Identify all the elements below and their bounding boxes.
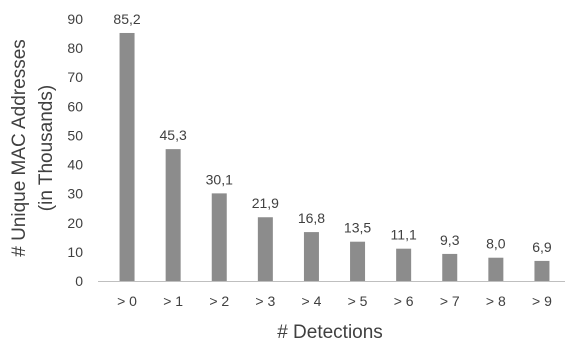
y-axis-title-line1: # Unique MAC Addresses [9,39,30,257]
bar [442,253,458,281]
x-tick-label: > 6 [394,293,414,309]
y-tick-label: 70 [67,69,83,85]
x-tick-label: > 5 [348,293,368,309]
y-tick-label: 0 [75,273,83,289]
y-axis-title-line2: (in Thousands) [36,85,57,211]
bar [488,257,504,281]
y-axis-ticks: 0 10 20 30 40 50 60 70 80 90 [67,11,83,289]
data-labels: 85,2 45,3 30,1 21,9 16,8 13,5 11,1 9,3 8,0 6,9 [113,11,551,255]
data-label: 45,3 [160,127,187,143]
data-label: 85,2 [113,11,140,27]
bar [534,260,550,281]
y-tick-label: 40 [67,157,83,173]
y-tick-label: 30 [67,186,83,202]
x-axis-ticks: > 0 > 1 > 2 > 3 > 4 > 5 > 6 > 7 > 8 > 9 [117,293,552,309]
data-label: 13,5 [344,220,371,236]
x-axis-title: # Detections [277,322,383,343]
data-label: 21,9 [252,195,279,211]
bar [396,248,412,281]
bar [119,32,135,282]
data-label: 16,8 [298,210,325,226]
x-tick-label: > 9 [532,293,552,309]
x-tick-label: > 8 [486,293,506,309]
data-label: 9,3 [440,232,460,248]
x-tick-label: > 1 [163,293,183,309]
y-tick-label: 60 [67,98,83,114]
x-tick-label: > 7 [440,293,460,309]
x-tick-label: > 4 [302,293,322,309]
bars [119,32,550,282]
y-tick-label: 20 [67,215,83,231]
y-tick-label: 10 [67,244,83,260]
data-label: 30,1 [206,171,233,187]
y-tick-label: 80 [67,40,83,56]
x-tick-label: > 0 [117,293,137,309]
bar [303,232,319,281]
y-tick-label: 50 [67,127,83,143]
y-tick-label: 90 [67,11,83,27]
bar [257,217,273,281]
data-label: 6,9 [532,239,552,255]
data-label: 8,0 [486,236,506,252]
x-tick-label: > 3 [255,293,275,309]
bar [350,241,366,281]
x-tick-label: > 2 [209,293,229,309]
bar [165,149,181,281]
bar [211,193,227,281]
data-label: 11,1 [391,227,417,243]
